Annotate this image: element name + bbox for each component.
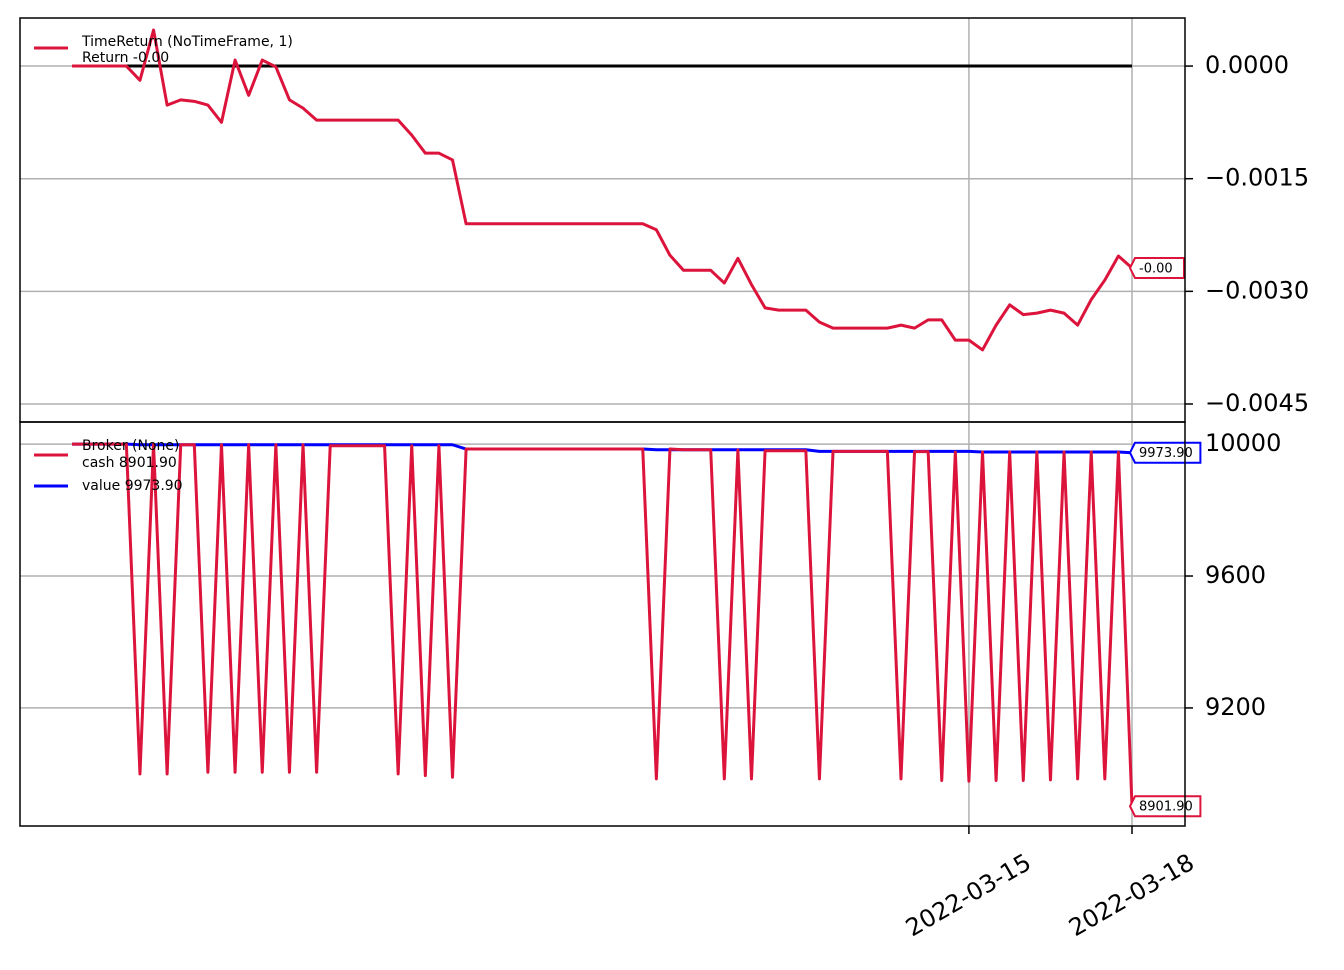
y-tick-label: −0.0015: [1205, 164, 1309, 192]
y-tick-label: 9600: [1205, 561, 1266, 589]
legend-label: value 9973.90: [82, 478, 183, 494]
y-tick-label: 9200: [1205, 693, 1266, 721]
end-label: 9973.90: [1139, 446, 1193, 461]
y-tick-label: 0.0000: [1205, 51, 1289, 79]
data-line: [72, 442, 1134, 807]
plot-frame: [19, 17, 1186, 423]
legend-label: cash 8901.90: [82, 455, 177, 471]
y-tick-label: −0.0030: [1205, 276, 1309, 304]
end-label: -0.00: [1139, 262, 1173, 277]
end-label-box: [1128, 257, 1185, 280]
x-tick-label: 2022-03-15: [901, 848, 1036, 942]
legend-label: TimeReturn (NoTimeFrame, 1): [81, 34, 293, 50]
y-tick-label: 10000: [1205, 429, 1281, 457]
y-tick-label: −0.0045: [1205, 389, 1309, 417]
x-tick-label: 2022-03-18: [1064, 848, 1199, 942]
legend-title: Broker (None): [82, 438, 180, 454]
end-label: 8901.90: [1139, 800, 1193, 815]
end-label-box: [1128, 795, 1202, 818]
legend-note: Return -0.00: [82, 50, 169, 66]
data-line: [72, 28, 1133, 352]
plot-frame: [19, 421, 1186, 827]
end-label-box: [1128, 441, 1202, 464]
